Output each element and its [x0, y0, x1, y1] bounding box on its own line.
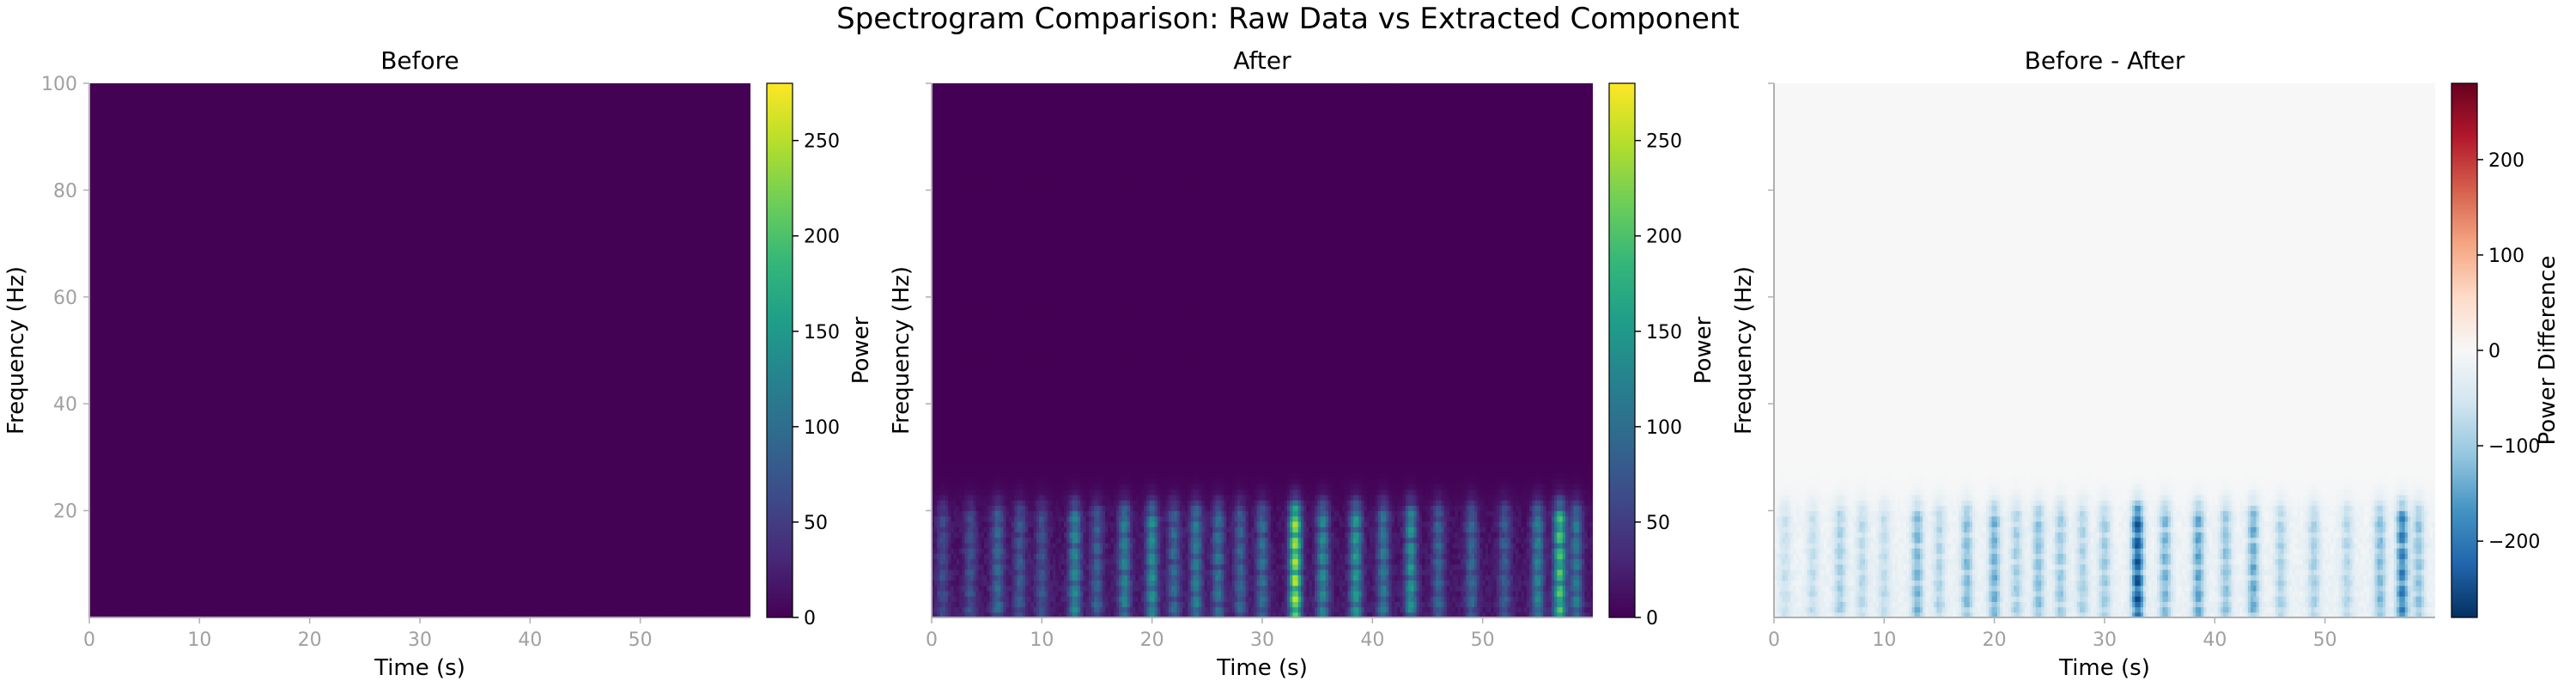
heatmap-area: [89, 83, 751, 618]
figure-suptitle: Spectrogram Comparison: Raw Data vs Extr…: [836, 2, 1740, 36]
panel-title: Before: [380, 46, 459, 75]
